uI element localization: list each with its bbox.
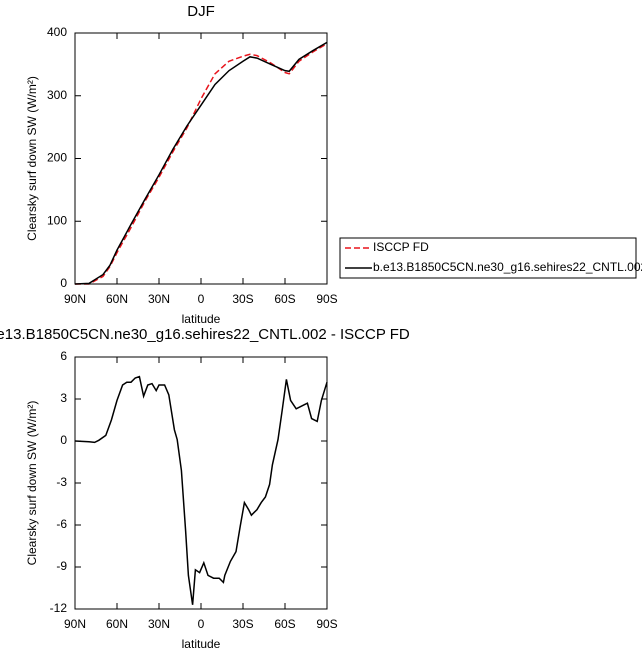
data-line: [74, 41, 328, 285]
y-tick-label: 200: [47, 151, 67, 165]
chart-title: .e13.B1850C5CN.ne30_g16.sehires22_CNTL.0…: [0, 326, 410, 343]
legend-box: [339, 237, 637, 279]
y-tick-label: -6: [56, 517, 67, 531]
x-tick-label: 30N: [148, 617, 170, 631]
y-tick-label: 400: [47, 25, 67, 39]
x-tick-label: 60S: [274, 292, 295, 306]
y-tick-label: 0: [60, 276, 67, 290]
x-tick-label: 60S: [274, 617, 295, 631]
y-tick-label: 300: [47, 88, 67, 102]
x-tick-label: 0: [198, 292, 205, 306]
plot-frame: [74, 32, 328, 285]
x-axis-label: latitude: [182, 637, 221, 651]
y-tick-label: -9: [56, 559, 67, 573]
x-tick-label: 90N: [64, 292, 86, 306]
chart-title: DJF: [187, 3, 215, 20]
y-tick-label: -3: [56, 475, 67, 489]
x-tick-label: 90N: [64, 617, 86, 631]
y-axis-label: Clearsky surf down SW (W/m²): [25, 76, 39, 241]
y-axis-label: Clearsky surf down SW (W/m²): [25, 401, 39, 566]
x-tick-label: 90S: [316, 292, 337, 306]
x-axis-label: latitude: [182, 312, 221, 326]
legend-label: b.e13.B1850C5CN.ne30_g16.sehires22_CNTL.…: [373, 260, 642, 274]
x-tick-label: 60N: [106, 617, 128, 631]
x-tick-label: 30N: [148, 292, 170, 306]
x-tick-label: 30S: [232, 617, 253, 631]
x-tick-label: 30S: [232, 292, 253, 306]
y-tick-label: 0: [60, 433, 67, 447]
plot-frame: [74, 356, 328, 610]
x-tick-label: 60N: [106, 292, 128, 306]
y-tick-label: 3: [60, 391, 67, 405]
y-tick-label: 100: [47, 213, 67, 227]
y-tick-label: -12: [50, 601, 68, 615]
data-line: [74, 375, 328, 605]
legend-label: ISCCP FD: [373, 240, 429, 254]
x-tick-label: 0: [198, 617, 205, 631]
data-line: [75, 43, 328, 285]
x-tick-label: 90S: [316, 617, 337, 631]
y-tick-label: 6: [60, 349, 67, 363]
